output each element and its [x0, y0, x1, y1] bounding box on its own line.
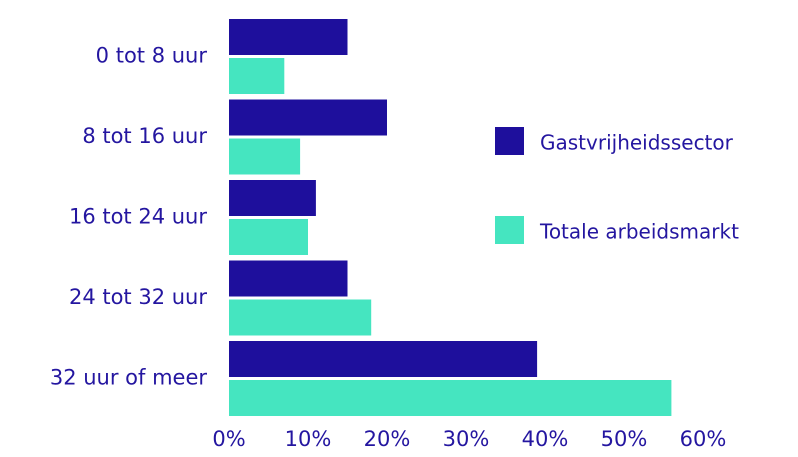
- x-tick-label: 10%: [285, 427, 332, 451]
- bar: [229, 219, 308, 255]
- bar: [229, 260, 348, 297]
- legend-swatch: [495, 216, 524, 244]
- bar: [229, 138, 301, 175]
- bar: [229, 380, 672, 416]
- bar: [229, 19, 348, 55]
- legend-label: Gastvrijheidssector: [540, 131, 734, 155]
- legend-swatch: [495, 127, 524, 155]
- y-tick-label: 24 tot 32 uur: [69, 285, 207, 309]
- x-tick-label: 20%: [364, 427, 411, 451]
- x-tick-label: 30%: [443, 427, 490, 451]
- x-tick-label: 0%: [212, 427, 245, 451]
- bar: [229, 99, 387, 136]
- x-tick-label: 40%: [522, 427, 569, 451]
- bar: [229, 180, 316, 216]
- x-tick-label: 50%: [601, 427, 648, 451]
- legend-label: Totale arbeidsmarkt: [539, 220, 739, 244]
- bar: [229, 299, 372, 336]
- y-tick-label: 8 tot 16 uur: [82, 124, 207, 148]
- y-tick-label: 0 tot 8 uur: [96, 44, 208, 68]
- x-tick-label: 60%: [680, 427, 727, 451]
- y-tick-label: 16 tot 24 uur: [69, 205, 207, 229]
- bar: [229, 58, 285, 94]
- bar: [229, 341, 538, 377]
- y-tick-label: 32 uur of meer: [50, 366, 208, 390]
